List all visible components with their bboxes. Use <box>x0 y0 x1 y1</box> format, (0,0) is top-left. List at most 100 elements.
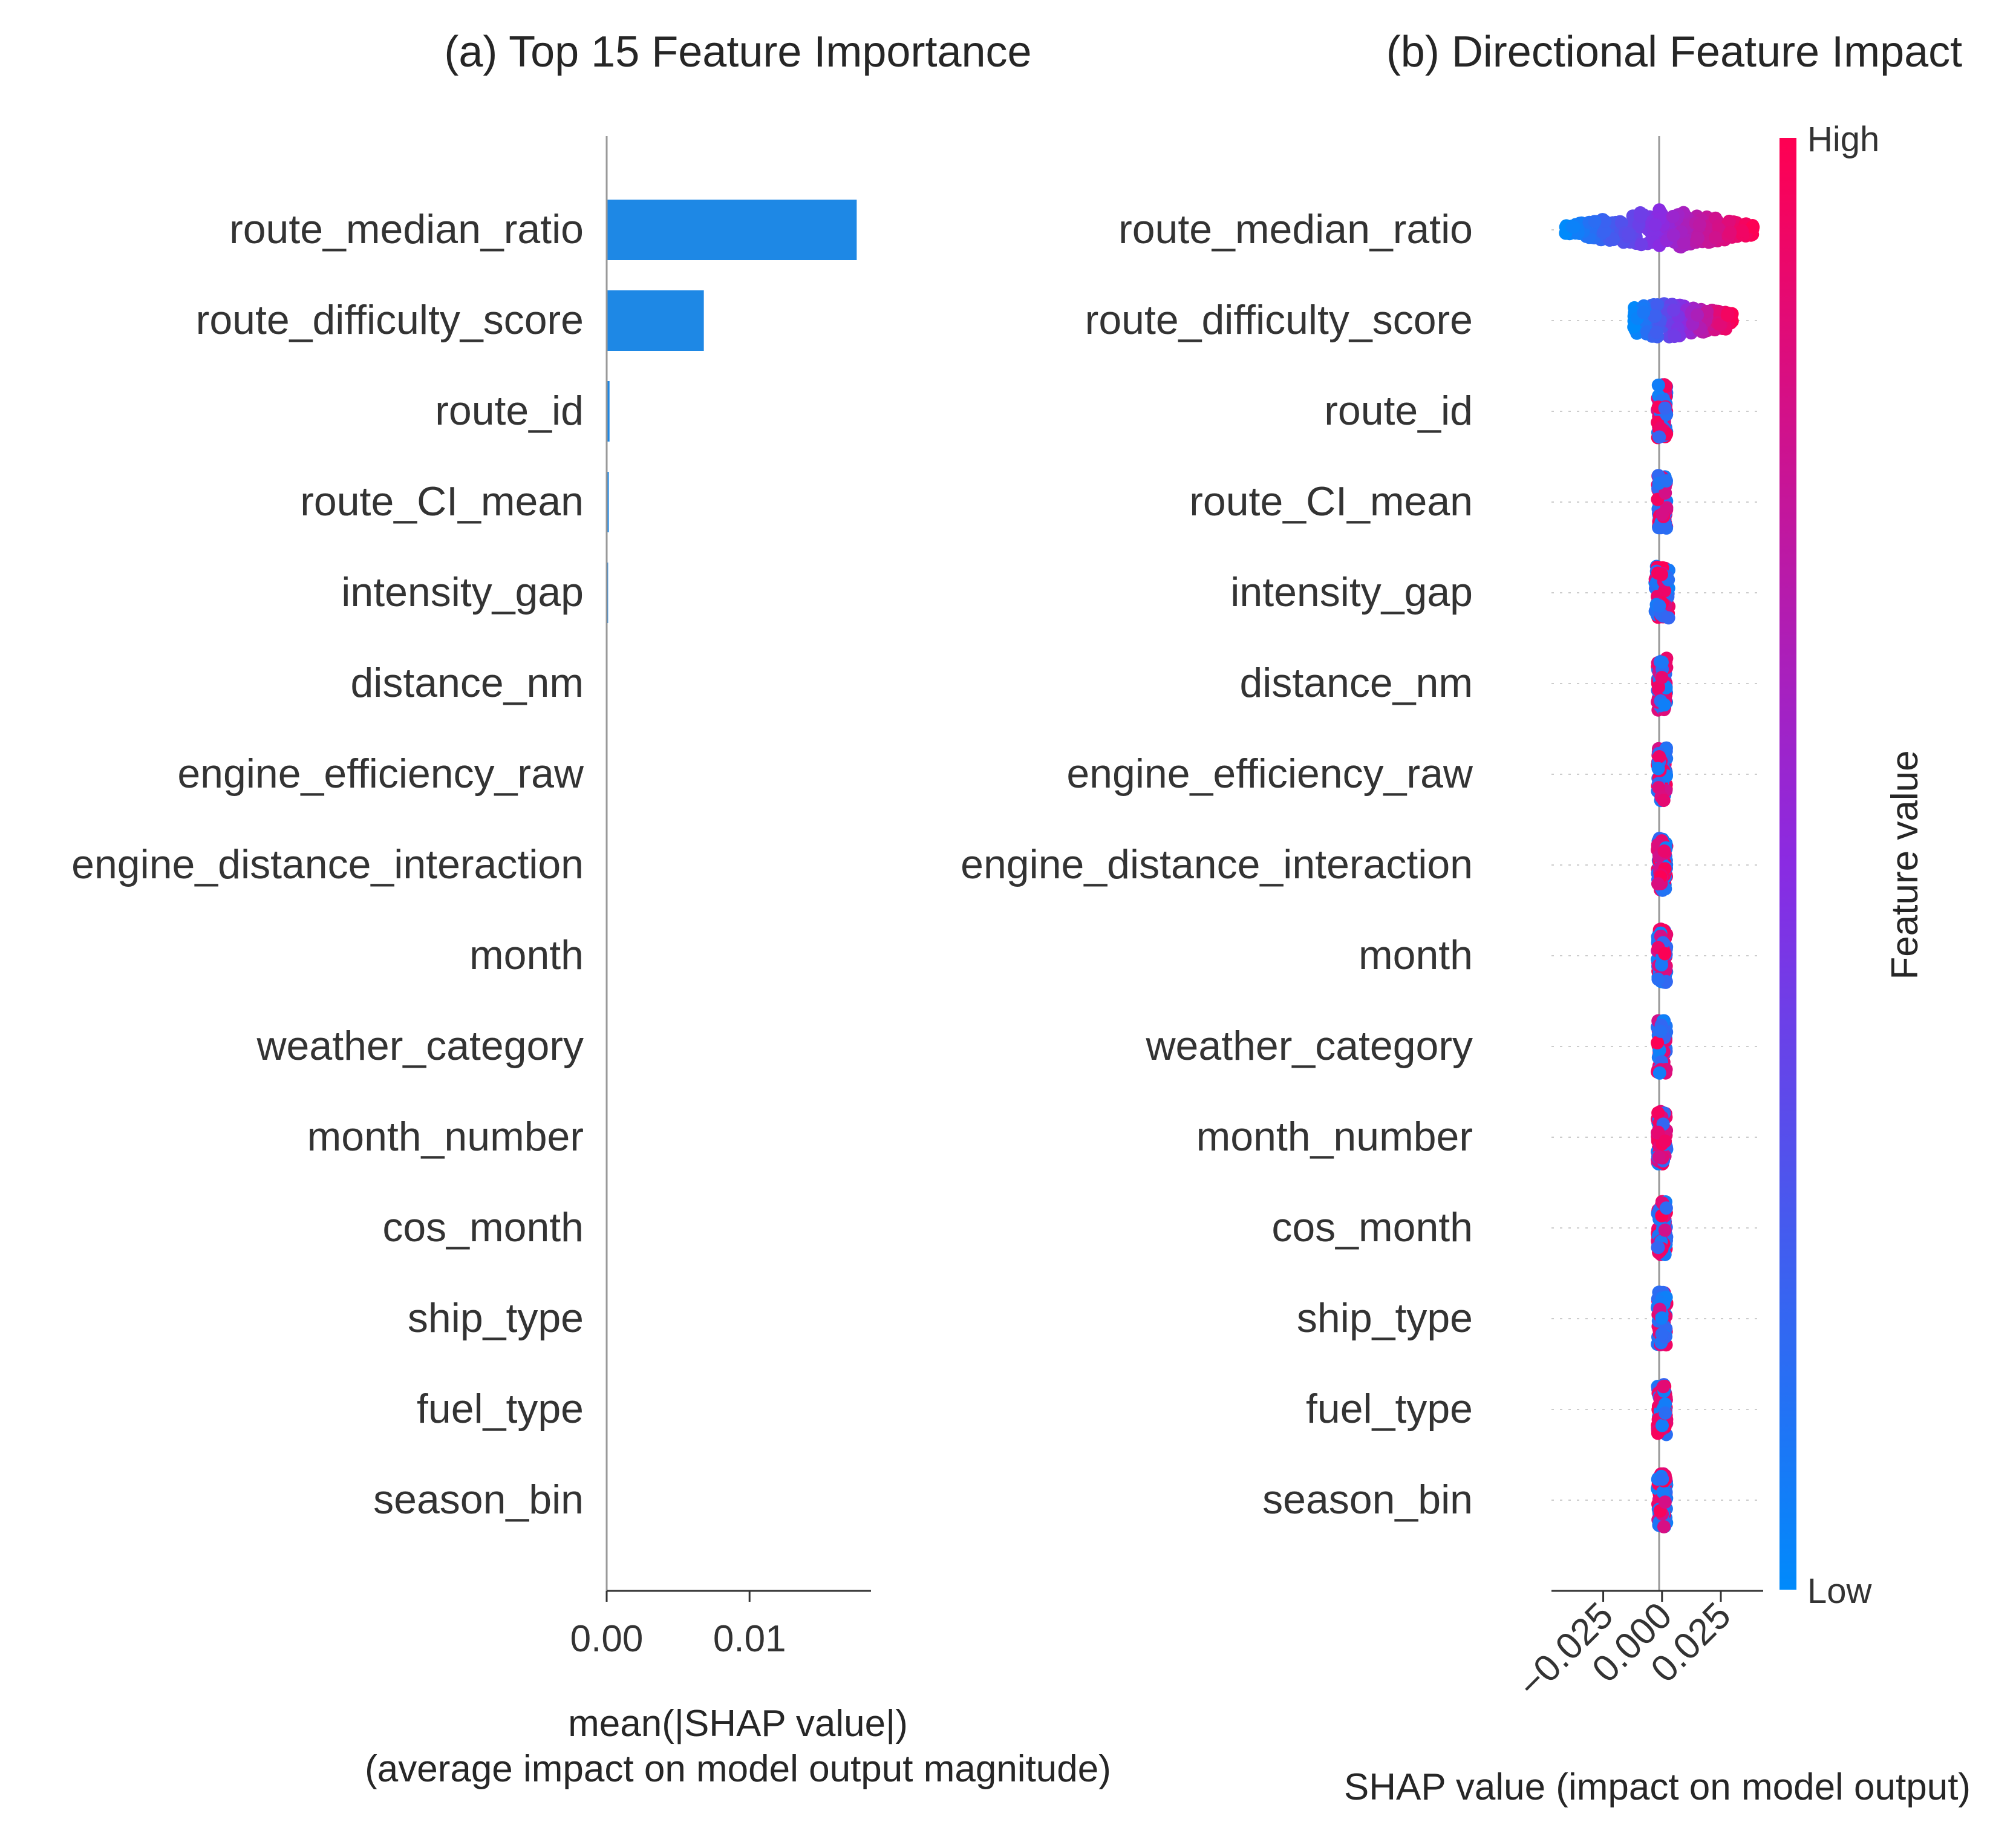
panel-b-point <box>1691 231 1705 245</box>
panel-b-point <box>1648 218 1662 232</box>
panel-b-point <box>1657 1520 1671 1533</box>
panel-a-xlabel: mean(|SHAP value|) <box>568 1703 908 1745</box>
panel-a-feature-label: ship_type <box>408 1295 584 1341</box>
panel-b-point <box>1656 1485 1670 1499</box>
panel-b-feature-label: route_id <box>1324 388 1473 434</box>
panel-b-point <box>1651 877 1665 891</box>
panel-b-point <box>1597 224 1611 238</box>
panel-a-title: (a) Top 15 Feature Importance <box>444 28 1031 76</box>
panel-a-tick-label: 0.01 <box>713 1618 786 1660</box>
panel-a-feature-label: month <box>469 932 584 978</box>
panel-b-point <box>1651 1241 1665 1255</box>
panel-a-bar <box>607 290 704 351</box>
panel-b-point <box>1668 330 1682 344</box>
panel-b-point <box>1720 308 1734 322</box>
panel-a-x-ticks: 0.00 0.01 <box>570 1591 786 1660</box>
panel-a-xlabel-line2: (average impact on model output magnitud… <box>365 1748 1111 1790</box>
panel-a-tick-label: 0.00 <box>570 1618 644 1660</box>
panel-b-point <box>1651 762 1665 775</box>
panel-b-point <box>1655 655 1669 669</box>
panel-b-point <box>1657 844 1671 858</box>
panel-b-point <box>1652 599 1666 613</box>
panel-b-feature-labels: route_median_ratio route_difficulty_score… <box>961 206 1473 1523</box>
panel-b-point <box>1588 215 1602 229</box>
panel-a-bar <box>607 381 610 442</box>
panel-b-point <box>1634 210 1648 223</box>
panel-b-point <box>1691 308 1704 322</box>
panel-b-point <box>1655 567 1668 581</box>
panel-b-point <box>1657 1380 1670 1394</box>
panel-b-point <box>1652 1150 1666 1164</box>
panel-a-feature-label: route_difficulty_score <box>196 297 584 343</box>
panel-b-feature-label: route_CI_mean <box>1189 478 1473 524</box>
panel-a-feature-label: season_bin <box>373 1477 584 1523</box>
panel-b-point <box>1746 220 1760 234</box>
panel-b-point <box>1656 1472 1669 1486</box>
panel-a-feature-label: fuel_type <box>417 1386 584 1432</box>
panel-b-point <box>1723 226 1737 240</box>
panel-a-feature-label: distance_nm <box>350 660 584 706</box>
panel-b-point <box>1655 958 1668 971</box>
panel-b-feature-label: intensity_gap <box>1230 569 1473 615</box>
panel-b-point <box>1659 1134 1672 1148</box>
panel-b-point <box>1657 698 1671 712</box>
panel-b-point <box>1652 750 1666 763</box>
panel-b-point <box>1659 1201 1673 1215</box>
panel-b-point <box>1658 947 1672 961</box>
panel-b-point <box>1651 1125 1665 1139</box>
panel-a-bar <box>607 200 857 260</box>
panel-b-feature-label: route_difficulty_score <box>1085 297 1473 343</box>
panel-b-point <box>1658 401 1672 415</box>
panel-a-feature-label: weather_category <box>256 1023 584 1069</box>
panel-b-title: (b) Directional Feature Impact <box>1386 28 1962 76</box>
panel-b-point <box>1692 218 1706 232</box>
panel-b-feature-label: cos_month <box>1271 1204 1473 1250</box>
panel-b-point <box>1655 1327 1669 1341</box>
panel-b-xlabel: SHAP value (impact on model output) <box>1344 1766 1971 1808</box>
panel-b-directional-impact: (b) Directional Feature Impact route_med… <box>961 28 1971 1808</box>
panel-b-point <box>1622 227 1636 241</box>
panel-b-point <box>1662 611 1675 625</box>
panel-a-bar <box>607 472 609 532</box>
panel-b-point <box>1657 794 1671 808</box>
panel-b-point <box>1649 325 1663 339</box>
panel-b-point <box>1708 230 1722 244</box>
panel-a-feature-label: route_CI_mean <box>300 478 584 524</box>
panel-b-point <box>1658 1495 1672 1509</box>
panel-a-feature-label: cos_month <box>382 1204 584 1250</box>
panel-b-point <box>1651 1036 1665 1049</box>
panel-b-point <box>1656 1418 1669 1432</box>
panel-b-feature-label: ship_type <box>1297 1295 1473 1341</box>
panel-b-point <box>1648 309 1662 323</box>
panel-b-feature-label: month <box>1359 932 1473 978</box>
panel-b-feature-label: weather_category <box>1145 1023 1473 1069</box>
panel-b-point <box>1637 305 1651 319</box>
panel-b-point <box>1655 671 1669 684</box>
panel-b-point <box>1713 318 1727 331</box>
panel-b-beeswarm-points <box>1559 203 1760 1533</box>
panel-b-feature-label: season_bin <box>1262 1477 1473 1523</box>
panel-a-feature-importance: (a) Top 15 Feature Importance route_medi… <box>71 28 1111 1790</box>
panel-b-point <box>1651 972 1665 986</box>
panel-b-feature-label: engine_distance_interaction <box>961 841 1473 887</box>
colorbar <box>1779 138 1796 1590</box>
panel-b-point <box>1614 216 1628 230</box>
panel-b-feature-label: route_median_ratio <box>1118 206 1473 252</box>
panel-b-point <box>1658 1223 1672 1237</box>
panel-b-point <box>1655 1311 1669 1325</box>
panel-b-point <box>1652 1066 1666 1080</box>
panel-a-bars <box>607 200 857 1530</box>
panel-b-point <box>1567 220 1581 234</box>
panel-b-point <box>1651 1106 1665 1120</box>
colorbar-label: Feature value <box>1884 750 1926 979</box>
panel-a-feature-label: engine_distance_interaction <box>71 841 584 887</box>
panel-a-feature-label: engine_efficiency_raw <box>177 751 584 797</box>
panel-a-feature-labels: route_median_ratio route_difficulty_score… <box>71 206 584 1523</box>
panel-b-feature-label: fuel_type <box>1306 1386 1473 1432</box>
panel-b-point <box>1677 235 1691 249</box>
panel-b-point <box>1660 474 1673 488</box>
colorbar-low-label: Low <box>1807 1572 1873 1611</box>
panel-b-point <box>1651 298 1664 312</box>
panel-b-feature-label: engine_efficiency_raw <box>1066 751 1473 797</box>
